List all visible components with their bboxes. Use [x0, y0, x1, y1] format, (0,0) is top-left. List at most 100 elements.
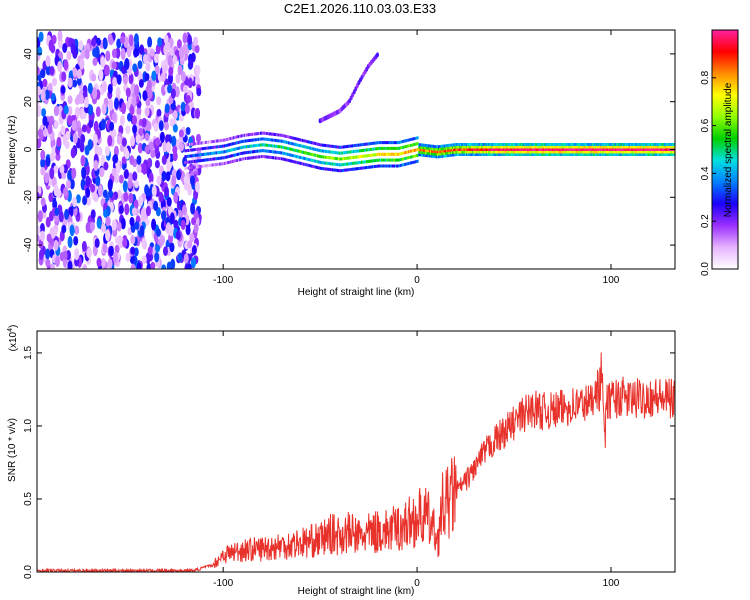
signal-cell: [560, 153, 562, 156]
signal-cell: [603, 150, 605, 154]
signal-cell: [187, 148, 190, 152]
signal-cell: [518, 153, 520, 156]
signal-cell: [434, 147, 437, 151]
signal-cell: [607, 145, 610, 149]
signal-cell: [571, 148, 574, 151]
signal-cell: [211, 151, 213, 155]
noise-cell: [170, 101, 176, 111]
signal-cell: [265, 149, 268, 153]
signal-cell: [261, 155, 263, 158]
signal-cell: [584, 143, 587, 146]
signal-cell: [523, 143, 525, 146]
signal-cell: [550, 148, 553, 151]
noise-cell: [67, 260, 73, 269]
signal-cell: [281, 151, 283, 155]
signal-cell: [439, 147, 441, 151]
signal-cell: [370, 165, 373, 169]
signal-cell: [289, 135, 291, 139]
signal-cell: [422, 153, 425, 157]
signal-cell: [562, 153, 565, 156]
noise-cell: [154, 159, 160, 169]
signal-cell: [462, 148, 465, 151]
signal-cell: [239, 134, 241, 138]
signal-cell: [549, 145, 552, 149]
signal-cell: [427, 154, 430, 158]
signal-cell: [213, 163, 216, 167]
signal-cell: [651, 148, 653, 151]
signal-cell: [528, 143, 531, 146]
signal-cell: [318, 143, 320, 146]
signal-cell: [585, 143, 588, 146]
signal-cell: [422, 143, 425, 147]
noise-cell: [67, 77, 73, 88]
noise-cell: [96, 257, 102, 267]
signal-cell: [424, 143, 426, 147]
signal-cell: [269, 155, 271, 159]
signal-cell: [668, 148, 670, 151]
noise-cell: [161, 170, 167, 182]
signal-cell: [647, 143, 650, 146]
noise-cell: [114, 173, 120, 184]
noise-cell: [111, 167, 117, 177]
signal-cell: [519, 148, 522, 151]
noise-cell: [164, 186, 169, 198]
signal-cell: [201, 153, 204, 156]
signal-cell: [455, 153, 458, 157]
noise-cell: [76, 93, 81, 105]
signal-cell: [321, 167, 324, 171]
signal-cell: [315, 154, 318, 158]
noise-cell: [111, 113, 117, 122]
noise-cell: [85, 187, 91, 198]
noise-cell: [141, 163, 147, 175]
signal-cell: [381, 141, 383, 145]
signal-cell: [514, 150, 517, 154]
noise-cell: [145, 97, 151, 107]
signal-cell: [212, 163, 214, 167]
signal-cell: [237, 152, 240, 156]
signal-cell: [331, 156, 333, 160]
signal-cell: [281, 133, 283, 137]
signal-cell: [648, 150, 651, 154]
signal-cell: [223, 138, 226, 142]
signal-cell: [397, 141, 399, 145]
signal-cell: [632, 153, 634, 156]
signal-cell: [666, 153, 668, 156]
signal-cell: [242, 151, 245, 155]
noise-cell: [88, 119, 94, 129]
noise-cell: [158, 120, 164, 131]
signal-cell: [404, 145, 406, 149]
signal-cell: [405, 139, 407, 143]
signal-cell: [528, 150, 531, 154]
signal-cell: [246, 145, 248, 149]
signal-cell: [398, 164, 401, 168]
signal-cell: [298, 161, 300, 165]
signal-cell: [470, 143, 473, 146]
signal-cell: [486, 150, 489, 154]
signal-cell: [235, 159, 238, 162]
signal-cell: [190, 154, 192, 158]
signal-cell: [482, 148, 484, 151]
signal-cell: [467, 153, 469, 156]
signal-cell: [276, 156, 278, 160]
signal-cell: [369, 153, 371, 157]
noise-cell: [45, 258, 51, 268]
signal-cell: [343, 145, 346, 149]
signal-cell: [609, 153, 611, 156]
signal-cell: [301, 144, 304, 148]
signal-cell: [597, 153, 599, 156]
signal-cell: [609, 145, 611, 149]
noise-cell: [46, 233, 52, 243]
signal-cell: [542, 153, 545, 156]
signal-cell: [306, 140, 309, 144]
signal-cell: [185, 149, 188, 153]
noise-cell: [67, 114, 73, 126]
signal-cell: [431, 154, 433, 158]
signal-cell: [265, 143, 268, 147]
signal-cell: [403, 157, 405, 161]
signal-cell: [462, 143, 465, 146]
signal-cell: [228, 143, 231, 147]
signal-cell: [529, 143, 532, 146]
signal-cell: [399, 146, 402, 150]
signal-cell: [521, 143, 524, 146]
signal-cell: [262, 137, 264, 141]
